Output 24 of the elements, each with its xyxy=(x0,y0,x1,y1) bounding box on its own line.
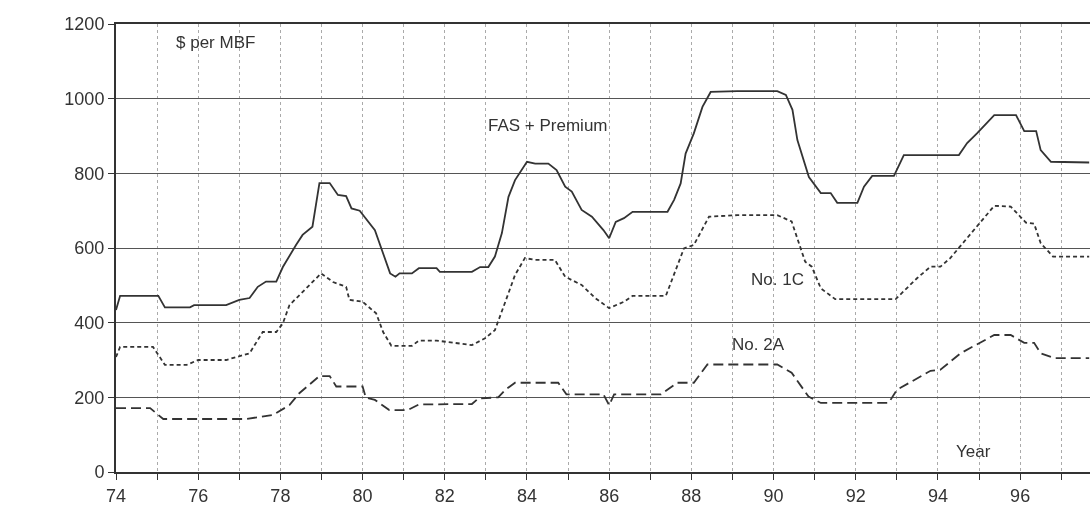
y-tick-label: 1000 xyxy=(64,88,105,109)
x-tick-label: 96 xyxy=(1010,485,1031,506)
x-tick-label: 76 xyxy=(188,485,209,506)
x-tick-label: 74 xyxy=(105,485,127,506)
y-tick-label: 800 xyxy=(74,163,105,184)
y-tick-label: 600 xyxy=(74,238,105,259)
y-tick-label: 400 xyxy=(74,312,105,333)
x-tick-label: 92 xyxy=(845,485,866,506)
series-label: No. 2A xyxy=(732,335,785,354)
x-axis-title: Year xyxy=(956,442,991,461)
x-tick-label: 94 xyxy=(927,485,948,506)
x-tick-label: 88 xyxy=(681,485,702,506)
x-tick-label: 86 xyxy=(599,485,620,506)
x-tick-label: 84 xyxy=(516,485,537,506)
text: FAS + Premium xyxy=(488,116,608,135)
x-tick-label: 78 xyxy=(270,485,291,506)
y-tick-label: 1200 xyxy=(64,14,105,35)
series-label: No. 1C xyxy=(751,270,804,289)
y-axis-title: $ per MBF xyxy=(176,33,256,52)
y-tick-label: 0 xyxy=(94,462,105,483)
x-tick-label: 80 xyxy=(352,485,373,506)
y-tick-label: 200 xyxy=(74,387,105,408)
x-tick-label: 82 xyxy=(434,485,455,506)
x-tick-label: 90 xyxy=(763,485,784,506)
